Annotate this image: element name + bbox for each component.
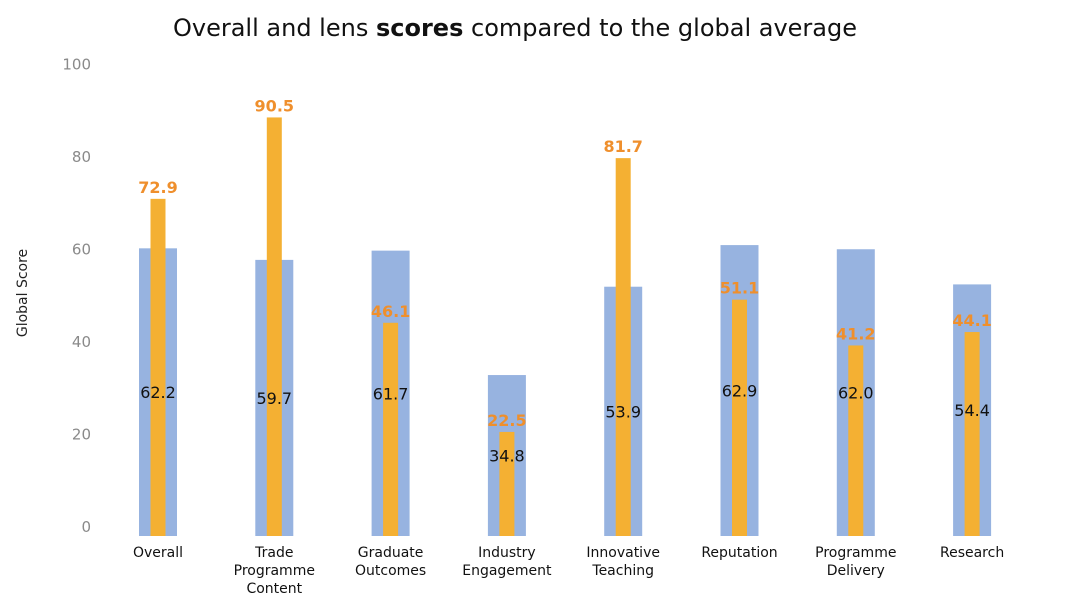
data-label-score: 81.7 — [603, 137, 642, 156]
bar-score — [732, 299, 747, 536]
x-tick-label: Overall — [133, 545, 183, 561]
data-label-global: 62.9 — [722, 382, 758, 401]
chart-title-prefix: Overall and lens — [173, 14, 376, 42]
y-tick-label: 0 — [81, 518, 91, 536]
data-label-score: 51.1 — [720, 279, 759, 298]
x-tick-label: Industry Engagement — [462, 545, 552, 579]
y-tick-label: 20 — [72, 426, 91, 444]
data-label-global: 61.7 — [373, 384, 409, 403]
data-label-score: 90.5 — [255, 96, 294, 115]
chart-title-suffix: compared to the global average — [463, 14, 857, 42]
x-tick-label: Graduate Outcomes — [355, 545, 426, 579]
y-tick-label: 80 — [72, 148, 91, 166]
bar-score — [266, 117, 282, 536]
y-tick-label: 100 — [62, 56, 91, 74]
x-tick-label: Innovative Teaching — [586, 545, 660, 579]
x-tick-label: Programme Delivery — [815, 545, 896, 579]
bar-score — [499, 431, 515, 536]
x-axis: Overall Trade Programme Content Graduate Outc… — [133, 545, 1004, 597]
chart-title: Overall and lens scores compared to the … — [173, 14, 857, 42]
data-label-score: 72.9 — [138, 178, 177, 197]
data-label-global: 34.8 — [489, 447, 525, 466]
bar-score — [848, 345, 864, 536]
chart-title-bold: scores — [376, 14, 463, 42]
y-tick-label: 40 — [72, 333, 91, 351]
y-axis-label: Global Score — [15, 249, 31, 337]
x-tick-label: Trade Programme Content — [234, 545, 315, 597]
data-label-global: 62.0 — [838, 384, 874, 403]
x-tick-label: Reputation — [701, 545, 777, 561]
data-label-score: 41.2 — [836, 324, 875, 343]
data-label-global: 54.4 — [954, 401, 990, 420]
data-label-global: 53.9 — [605, 402, 641, 421]
bar-score — [615, 158, 631, 536]
y-tick-label: 60 — [72, 241, 91, 259]
bar-score — [150, 198, 166, 536]
x-tick-label: Research — [940, 545, 1004, 561]
bar-score — [964, 332, 980, 536]
bars: 72.9 62.2 90.5 59.7 46.1 61.7 22.5 34.8 81.7 53.9… — [138, 96, 992, 536]
data-label-score: 44.1 — [952, 311, 991, 330]
data-label-score: 22.5 — [487, 411, 526, 430]
y-axis: 0 20 40 60 80 100 — [62, 56, 91, 537]
data-label-score: 46.1 — [371, 302, 410, 321]
data-label-global: 62.2 — [140, 383, 176, 402]
data-label-global: 59.7 — [256, 389, 292, 408]
bar-score — [383, 322, 399, 536]
